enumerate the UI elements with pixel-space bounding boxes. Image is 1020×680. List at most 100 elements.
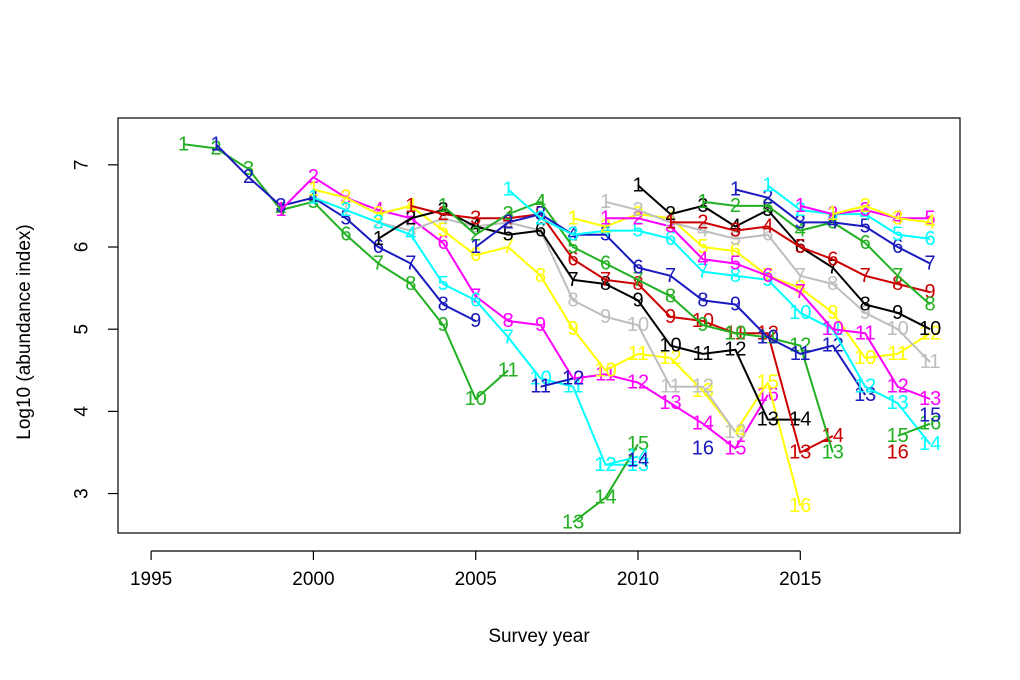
point-label: 3: [275, 195, 286, 217]
point-label: 1: [827, 203, 838, 225]
point-label: 14: [919, 433, 941, 455]
point-label: 1: [632, 174, 643, 196]
point-label: 2: [438, 203, 449, 225]
point-label: 12: [627, 372, 649, 394]
point-label: 9: [697, 314, 708, 336]
point-label: 8: [600, 273, 611, 295]
point-label: 5: [340, 207, 351, 229]
point-label: 4: [503, 207, 514, 229]
point-label: 9: [665, 306, 676, 328]
x-tick-label: 2015: [779, 569, 821, 590]
point-label: 10: [659, 335, 681, 357]
point-label: 6: [665, 228, 676, 250]
point-label: 6: [340, 224, 351, 246]
point-label: 4: [925, 211, 936, 233]
point-label: 2: [730, 195, 741, 217]
point-label: 11: [563, 376, 584, 398]
x-tick-label: 2010: [617, 569, 659, 590]
point-label: 3: [373, 203, 384, 225]
point-label: 14: [627, 450, 649, 472]
point-label: 3: [243, 158, 254, 180]
point-label: 7: [892, 265, 903, 287]
point-label: 16: [789, 495, 811, 517]
point-label: 5: [730, 253, 741, 275]
point-label: 6: [470, 244, 481, 266]
point-label: 10: [789, 302, 811, 324]
point-label: 9: [925, 281, 936, 303]
point-label: 15: [919, 405, 941, 427]
point-label: 3: [632, 203, 643, 225]
series-26: 14: [627, 450, 649, 472]
point-label: 9: [860, 302, 871, 324]
point-label: 14: [822, 425, 844, 447]
point-label: 2: [503, 211, 514, 233]
y-tick-label: 3: [72, 488, 93, 499]
point-label: 5: [795, 236, 806, 258]
series-22: 1 23 4: [827, 195, 935, 234]
y-tick-label: 6: [72, 242, 93, 253]
point-label: 15: [627, 433, 649, 455]
series-line: [605, 200, 931, 363]
point-label: 9: [600, 306, 611, 328]
point-label: 1: [275, 199, 286, 221]
point-label: 12: [854, 376, 876, 398]
point-label: 5: [697, 236, 708, 258]
point-label: 4: [600, 220, 611, 242]
point-label: 4: [697, 220, 708, 242]
point-label: 7: [665, 265, 676, 287]
point-label: 8: [827, 273, 838, 295]
point-label: 1: [210, 133, 221, 155]
point-label: 6: [762, 265, 773, 287]
point-label: 5: [308, 191, 319, 213]
point-label: 14: [692, 413, 714, 435]
point-label: 10: [465, 388, 487, 410]
point-label: 13: [919, 388, 941, 410]
point-label: 1: [600, 207, 611, 229]
point-label: 1: [665, 211, 676, 233]
point-label: 14: [594, 487, 616, 509]
point-label: 1: [308, 187, 319, 209]
point-label: 3: [730, 220, 741, 242]
point-label: 4: [535, 191, 546, 213]
series-line: [637, 184, 931, 331]
point-label: 3: [762, 195, 773, 217]
series-line: [800, 204, 931, 220]
y-tick-label: 7: [72, 160, 93, 171]
point-label: 6: [568, 248, 579, 270]
point-label: 8: [697, 289, 708, 311]
point-label: 7: [503, 326, 514, 348]
x-tick-label: 2000: [292, 569, 334, 590]
point-label: 2: [762, 187, 773, 209]
point-label: 11: [693, 343, 714, 365]
point-label: 2: [860, 195, 871, 217]
point-label: 5: [632, 220, 643, 242]
point-label: 6: [827, 248, 838, 270]
point-label: 3: [665, 216, 676, 238]
point-label: 12: [919, 322, 941, 344]
point-label: 8: [405, 273, 416, 295]
point-label: 1: [438, 195, 449, 217]
point-label: 4: [438, 207, 449, 229]
point-label: 6: [535, 220, 546, 242]
point-label: 4: [373, 199, 384, 221]
series-line: [767, 184, 931, 240]
series-27: 16: [692, 437, 714, 459]
point-label: 11: [920, 351, 941, 373]
point-label: 12: [887, 376, 909, 398]
point-label: 10: [822, 318, 844, 340]
point-label: 2: [697, 211, 708, 233]
point-label: 10: [724, 322, 746, 344]
point-label: 3: [470, 207, 481, 229]
point-label: 11: [595, 363, 616, 385]
point-label: 11: [530, 376, 551, 398]
point-label: 5: [600, 224, 611, 246]
point-label: 8: [665, 285, 676, 307]
series-28: 16: [887, 442, 909, 464]
series-line: [897, 422, 931, 437]
point-label: 13: [789, 442, 811, 464]
series-line: [280, 176, 769, 450]
point-label: 6: [600, 253, 611, 275]
